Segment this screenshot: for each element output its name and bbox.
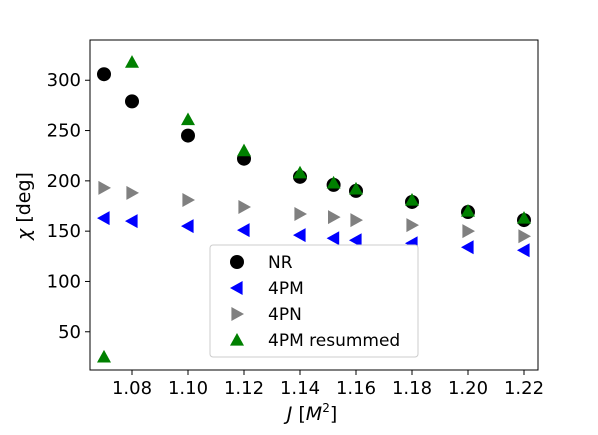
legend-label-4pm-resummed: 4PM resummed — [268, 331, 400, 351]
series-4pn — [98, 180, 531, 244]
data-point-4pm — [326, 231, 340, 246]
y-tick-label: 250 — [47, 121, 81, 142]
data-point-4pn — [294, 207, 307, 222]
x-tick-label: 1.14 — [280, 378, 320, 399]
legend-marker-4pm-resummed — [230, 333, 244, 346]
data-point-4pn — [182, 192, 195, 207]
data-point-4pm — [237, 223, 250, 238]
legend-label-nr: NR — [268, 253, 293, 273]
legend: NR 4PM 4PN 4PM resummed — [209, 244, 419, 358]
y-axis-label: χ [deg] — [13, 172, 35, 241]
x-tick-label: 1.12 — [224, 378, 264, 399]
data-point-4pm-resummed — [293, 165, 307, 179]
legend-box — [209, 244, 419, 358]
data-point-4pn — [328, 210, 341, 225]
data-point-4pm — [125, 214, 138, 229]
data-point-4pm — [97, 211, 110, 226]
x-axis: 1.08 1.10 1.12 1.14 1.16 1.18 1.20 1.22 — [112, 370, 544, 399]
y-tick-label: 150 — [47, 221, 81, 242]
data-point-4pm-resummed — [237, 143, 251, 157]
data-point-4pm-resummed — [97, 349, 111, 363]
x-tick-label: 1.16 — [336, 378, 376, 399]
data-point-nr — [125, 94, 139, 109]
legend-item-4pn: 4PN — [231, 305, 302, 325]
data-point-4pm-resummed — [405, 192, 419, 206]
data-point-4pn — [98, 180, 111, 195]
y-axis: 50 100 150 200 250 300 — [47, 70, 90, 343]
data-point-4pn — [462, 224, 475, 239]
legend-label-4pn: 4PN — [268, 305, 302, 325]
x-axis-label: J [M2] — [283, 401, 338, 425]
y-tick-label: 300 — [47, 70, 81, 91]
y-tick-label: 100 — [47, 271, 81, 292]
series-nr — [97, 67, 531, 228]
data-point-4pm-resummed — [181, 112, 195, 126]
legend-item-4pm: 4PM — [230, 279, 304, 299]
data-point-4pn — [238, 200, 251, 215]
legend-marker-4pn — [231, 307, 244, 321]
data-point-4pm-resummed — [517, 211, 531, 224]
data-point-nr — [97, 67, 111, 82]
legend-marker-4pm — [230, 281, 243, 295]
data-point-4pm — [181, 219, 194, 234]
x-tick-label: 1.22 — [504, 378, 544, 399]
data-point-4pn — [406, 218, 419, 233]
data-point-4pm — [293, 228, 306, 243]
data-point-4pm-resummed — [461, 204, 475, 217]
data-point-4pm-resummed — [326, 175, 341, 189]
y-tick-label: 50 — [58, 322, 81, 343]
legend-item-4pm-resummed: 4PM resummed — [230, 331, 400, 351]
legend-label-4pm: 4PM — [268, 279, 304, 299]
legend-item-nr: NR — [230, 253, 293, 273]
data-point-4pm-resummed — [125, 55, 139, 68]
data-point-4pm — [517, 243, 530, 258]
x-tick-label: 1.20 — [448, 378, 488, 399]
data-point-4pm — [461, 240, 474, 255]
data-point-4pn — [350, 213, 363, 228]
plot-frame — [89, 39, 539, 371]
y-tick-label: 200 — [47, 171, 81, 192]
x-tick-label: 1.18 — [392, 378, 432, 399]
data-point-4pn — [126, 185, 139, 200]
data-point-4pn — [518, 229, 531, 244]
data-point-4pm-resummed — [349, 181, 363, 195]
data-point-nr — [181, 128, 195, 143]
series-4pm-resummed — [97, 55, 531, 363]
data-point-4pm — [349, 233, 362, 248]
x-tick-label: 1.08 — [112, 378, 152, 399]
x-tick-label: 1.10 — [168, 378, 208, 399]
legend-marker-nr — [230, 255, 244, 269]
